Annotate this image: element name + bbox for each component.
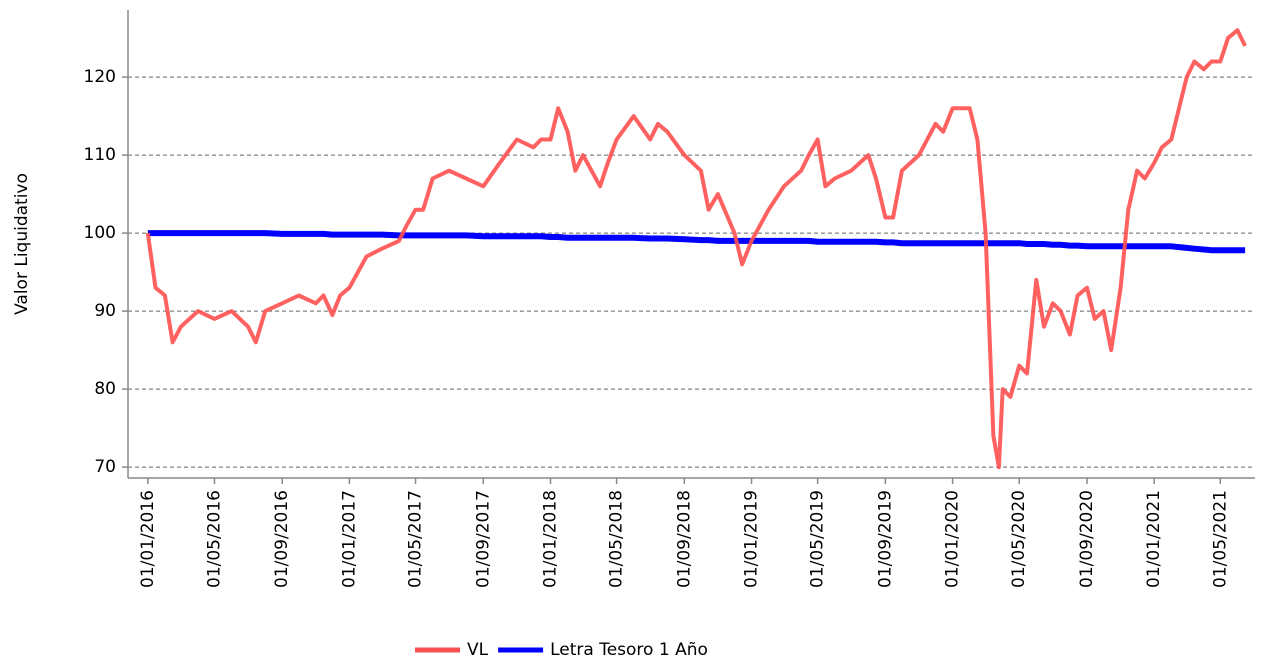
x-tick-label: 01/01/2018: [540, 490, 560, 588]
y-tick-label: 100: [84, 223, 116, 243]
x-tick-label: 01/05/2017: [406, 490, 426, 588]
legend-label: VL: [467, 640, 489, 660]
line-series: [147, 230, 1246, 254]
y-tick-label: 80: [94, 379, 116, 399]
y-tick-label: 70: [94, 457, 116, 477]
y-tick-label: 110: [84, 145, 116, 165]
x-tick-label: 01/05/2019: [808, 490, 828, 588]
x-tick-label: 01/01/2017: [339, 490, 359, 588]
x-tick-label: 01/05/2021: [1210, 490, 1230, 588]
x-tick-label: 01/09/2018: [674, 490, 694, 588]
y-tick-label: 120: [84, 67, 116, 87]
y-axis-label: Valor Liquidativo: [12, 173, 32, 315]
x-tick-label: 01/05/2018: [607, 490, 627, 588]
x-tick-label: 01/01/2016: [138, 490, 158, 588]
x-tick-label: 01/09/2016: [272, 490, 292, 588]
x-tick-label: 01/05/2016: [204, 490, 224, 588]
y-tick-label: 90: [94, 301, 116, 321]
x-tick-label: 01/09/2017: [473, 490, 493, 588]
line-series: [145, 28, 1247, 470]
x-tick-label: 01/09/2020: [1077, 490, 1097, 588]
x-tick-label: 01/05/2020: [1009, 490, 1029, 588]
legend-label: Letra Tesoro 1 Año: [550, 640, 708, 660]
x-tick-label: 01/01/2020: [943, 490, 963, 588]
x-tick-label: 01/09/2019: [875, 490, 895, 588]
x-tick-label: 01/01/2019: [742, 490, 762, 588]
x-tick-label: 01/01/2021: [1144, 490, 1164, 588]
